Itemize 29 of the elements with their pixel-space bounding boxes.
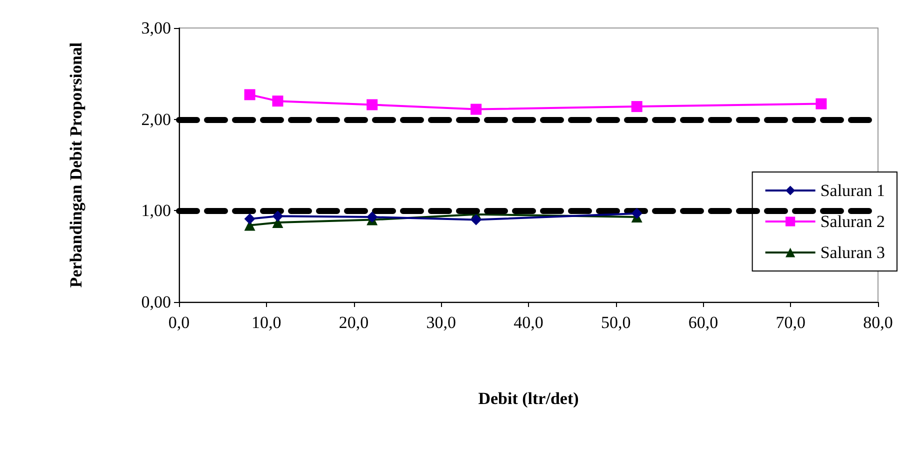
y-tick-label: 0,00 <box>141 292 171 312</box>
y-tick-label: 1,00 <box>141 201 171 220</box>
point <box>631 208 642 219</box>
x-tick-label: 30,0 <box>426 313 456 332</box>
legend-label: Saluran 2 <box>820 212 886 231</box>
legend-label: Saluran 1 <box>820 181 886 200</box>
x-tick-label: 70,0 <box>776 313 806 332</box>
x-tick-label: 60,0 <box>688 313 718 332</box>
x-tick-label: 80,0 <box>863 313 893 332</box>
y-tick-label: 3,00 <box>141 18 171 38</box>
x-tick-label: 40,0 <box>514 313 544 332</box>
point <box>272 210 284 222</box>
point <box>272 96 284 107</box>
point <box>816 98 827 110</box>
y-axis-title: Perbandingan Debit Proporsional <box>66 42 86 288</box>
x-tick-label: 50,0 <box>601 313 631 332</box>
point <box>631 101 642 112</box>
x-tick-label: 10,0 <box>252 313 282 332</box>
point <box>470 104 482 115</box>
point <box>470 214 482 226</box>
x-tick-label: 0,0 <box>168 313 190 332</box>
y-tick-label: 2,00 <box>141 110 171 129</box>
point <box>244 89 256 100</box>
point <box>366 99 378 110</box>
legend-label: Saluran 3 <box>820 243 886 262</box>
x-axis-title: Debit (ltr/det) <box>478 389 579 408</box>
point <box>366 212 378 223</box>
point <box>244 213 256 224</box>
x-tick-label: 20,0 <box>338 313 369 332</box>
